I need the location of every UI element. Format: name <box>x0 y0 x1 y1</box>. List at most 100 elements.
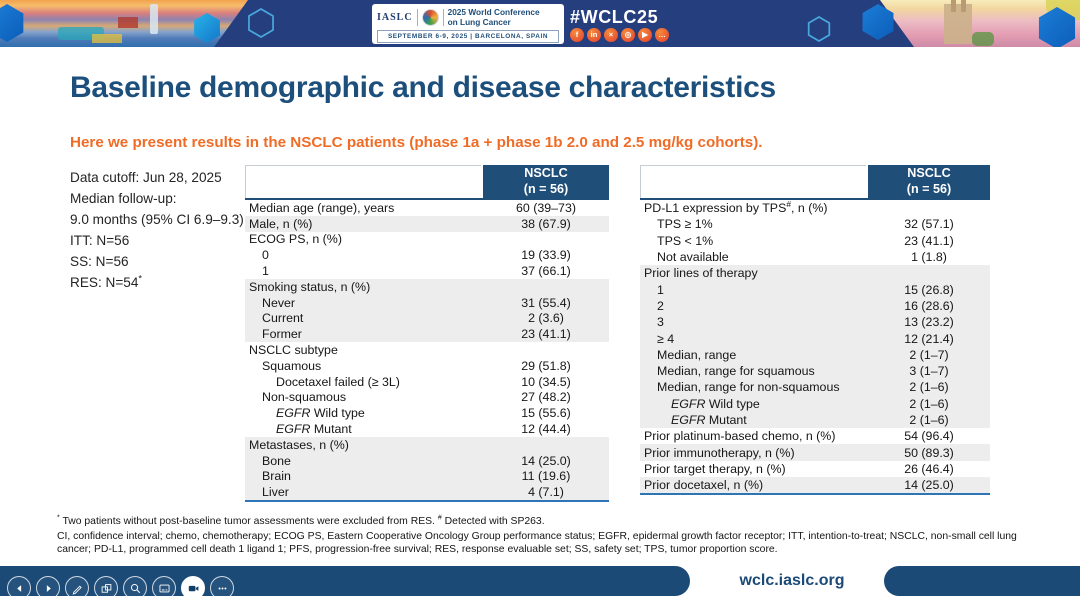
row-label: Male, n (%) <box>249 216 313 231</box>
row-value: 12 (44.4) <box>521 422 571 437</box>
row-value: 50 (89.3) <box>904 445 954 460</box>
row-label: 0 <box>262 248 269 263</box>
linkedin-icon[interactable]: in <box>587 28 601 42</box>
row-value: 27 (48.2) <box>521 390 571 405</box>
row-value: 3 (1–7) <box>909 364 949 379</box>
table-row: Prior docetaxel, n (%) 14 (25.0) <box>640 477 990 494</box>
study-info-line: SS: N=56 <box>70 254 129 269</box>
row-value: 2 (1–7) <box>909 347 949 362</box>
table-row: Current 2 (3.6) <box>245 310 609 327</box>
hexagon-outline-decoration <box>807 16 831 42</box>
divider <box>442 9 444 26</box>
zoom-button[interactable] <box>123 576 147 600</box>
row-label: 1 <box>657 282 664 297</box>
row-label: Not available <box>657 250 729 265</box>
next-slide-button[interactable] <box>36 576 60 600</box>
presenter-toolbar <box>7 576 234 600</box>
slides-icon <box>101 583 111 593</box>
table-header-nsclc-cell: NSCLC (n = 56) <box>868 165 990 198</box>
table-row: Not available 1 (1.8) <box>640 249 990 265</box>
page-subtitle: Here we present results in the NSCLC pat… <box>70 134 763 151</box>
instagram-icon[interactable]: ◎ <box>621 28 635 42</box>
more-options-button[interactable] <box>210 576 234 600</box>
study-info-line: Data cutoff: Jun 28, 2025 <box>70 170 222 185</box>
captions-icon <box>159 584 169 592</box>
row-value: 10 (34.5) <box>521 374 571 389</box>
table-row: EGFR Wild type 15 (55.6) <box>245 405 609 421</box>
conference-header: IASLC 2025 World Conference on Lung Canc… <box>0 0 1080 47</box>
row-label: EGFR Wild type <box>671 396 760 411</box>
table-header-row: NSCLC (n = 56) <box>640 165 990 200</box>
table-row: Prior immunotherapy, n (%) 50 (89.3) <box>640 444 990 461</box>
table-row: Metastases, n (%) <box>245 436 609 453</box>
row-label: ≥ 4 <box>657 331 675 346</box>
row-label: EGFR Mutant <box>276 422 352 437</box>
table-row: Male, n (%) 38 (67.9) <box>245 215 609 232</box>
abbreviations-line: CI, confidence interval; chemo, chemothe… <box>57 530 1017 556</box>
row-label: Smoking status, n (%) <box>249 279 371 294</box>
row-value: 60 (39–73) <box>516 200 576 215</box>
youtube-icon[interactable]: ▶ <box>638 28 652 42</box>
conference-date-location: SEPTEMBER 6-9, 2025 | BARCELONA, SPAIN <box>377 30 559 43</box>
row-value: 4 (7.1) <box>528 485 564 500</box>
table-row: 1 15 (26.8) <box>640 281 990 298</box>
table-row: ECOG PS, n (%) <box>245 232 609 248</box>
pen-button[interactable] <box>65 576 89 600</box>
table-row: 3 13 (23.2) <box>640 314 990 331</box>
table-row: 1 37 (66.1) <box>245 263 609 279</box>
table-row: Prior platinum-based chemo, n (%) 54 (96.… <box>640 428 990 444</box>
row-label: Median, range for squamous <box>657 364 815 379</box>
facebook-icon[interactable]: f <box>570 28 584 42</box>
row-label: Bone <box>262 453 291 468</box>
table-row: Median, range for non-squamous 2 (1–6) <box>640 379 990 396</box>
chat-icon[interactable]: … <box>655 28 669 42</box>
row-value: 38 (67.9) <box>521 216 571 231</box>
row-label: 1 <box>262 264 269 279</box>
ellipsis-icon <box>218 587 226 589</box>
camera-button[interactable] <box>181 576 205 600</box>
table-row: Prior lines of therapy <box>640 265 990 282</box>
social-icons: f in × ◎ ▶… <box>570 28 669 42</box>
row-value: 15 (26.8) <box>904 282 954 297</box>
row-label: PD-L1 expression by TPS#, n (%) <box>644 201 828 216</box>
table-row: TPS < 1% 23 (41.1) <box>640 233 990 249</box>
table-row: ≥ 4 12 (21.4) <box>640 330 990 347</box>
row-label: Prior platinum-based chemo, n (%) <box>644 429 836 444</box>
row-value: 37 (66.1) <box>521 264 571 279</box>
row-value: 2 (1–6) <box>909 380 949 395</box>
previous-slide-button[interactable] <box>7 576 31 600</box>
row-label: Metastases, n (%) <box>249 437 349 452</box>
table-header-row: NSCLC (n = 56) <box>245 165 609 200</box>
study-info: Data cutoff: Jun 28, 2025 Median follow-u… <box>70 167 244 293</box>
table-row: EGFR Wild type 2 (1–6) <box>640 395 990 412</box>
arrow-left-icon <box>16 584 21 592</box>
row-label: NSCLC subtype <box>249 343 338 358</box>
table-row: PD-L1 expression by TPS#, n (%) <box>640 200 990 216</box>
row-value: 23 (41.1) <box>521 327 571 342</box>
table-header-empty-cell <box>640 165 866 198</box>
table-row: Former 23 (41.1) <box>245 326 609 343</box>
x-icon[interactable]: × <box>604 28 618 42</box>
table-row: Docetaxel failed (≥ 3L) 10 (34.5) <box>245 374 609 390</box>
row-label: Docetaxel failed (≥ 3L) <box>276 374 400 389</box>
row-value: 11 (19.6) <box>521 469 571 484</box>
camera-icon <box>188 585 198 591</box>
row-label: Former <box>262 327 302 342</box>
row-value: 13 (23.2) <box>904 315 954 330</box>
captions-button[interactable] <box>152 576 176 600</box>
see-all-slides-button[interactable] <box>94 576 118 600</box>
table-row: EGFR Mutant 12 (44.4) <box>245 421 609 437</box>
table-row: 2 16 (28.6) <box>640 297 990 315</box>
footnote-symbols-line: * Two patients without post-baseline tum… <box>57 514 545 527</box>
table-row: NSCLC subtype <box>245 342 609 358</box>
row-label: 3 <box>657 315 664 330</box>
row-label: Median, range <box>657 347 737 362</box>
footer-bar-right <box>884 566 1080 596</box>
conference-hashtag: #WCLC25 <box>570 7 659 27</box>
table-row: Liver 4 (7.1) <box>245 484 609 501</box>
wclc-logo-box: IASLC 2025 World Conference on Lung Canc… <box>372 4 564 44</box>
row-value: 15 (55.6) <box>521 406 571 421</box>
hexagon-decoration <box>0 4 24 42</box>
row-value: 14 (25.0) <box>521 453 571 468</box>
